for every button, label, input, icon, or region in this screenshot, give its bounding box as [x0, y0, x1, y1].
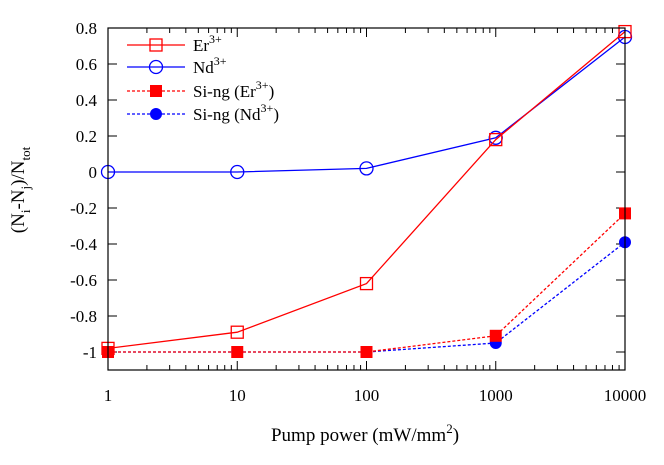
legend-label: Nd3+ — [193, 54, 227, 77]
y-axis-label-p3: )/N — [8, 160, 29, 186]
legend-label-tail: ) — [273, 105, 279, 124]
y-tick-label: -0.4 — [70, 235, 97, 254]
x-axis-label: Pump power (mW/mm2) — [271, 421, 459, 446]
series-si_er-point — [231, 346, 244, 358]
series-er-point — [230, 325, 244, 339]
legend-marker — [150, 108, 162, 120]
x-axis-label-base: Pump power (mW/mm — [271, 425, 446, 446]
x-axis-label-sup: 2 — [446, 421, 453, 436]
y-axis-label-s1: i — [18, 209, 33, 213]
legend-label-base: Er — [193, 36, 209, 55]
legend-marker — [149, 38, 163, 52]
series-si_er-line — [108, 212, 626, 353]
y-tick-label: -0.8 — [70, 307, 97, 326]
series-nd-point — [359, 161, 374, 176]
x-tick-label: 10 — [229, 386, 246, 405]
y-tick-label: 0 — [89, 163, 98, 182]
ticks-layer: 1 10 100 1000 10000 0.8 0.6 0.4 0.2 0 -0.2 -0.4 -0.6… — [70, 19, 646, 405]
y-tick-label: -0.6 — [70, 271, 97, 290]
legend-label: Si-ng (Nd3+) — [193, 101, 279, 124]
legend-item-si_er: Si-ng (Er3+) — [127, 78, 274, 101]
series-si_er-point — [360, 346, 373, 358]
series-layer — [100, 24, 633, 358]
series-er-point — [489, 132, 503, 147]
legend-label-tail: ) — [269, 82, 275, 101]
legend-marker — [148, 59, 164, 75]
y-axis-label-s3: tot — [18, 146, 33, 160]
y-tick-label: 0.4 — [76, 91, 98, 110]
legend-label: Er3+ — [193, 32, 222, 55]
legend-item-si_nd: Si-ng (Nd3+) — [127, 101, 279, 124]
legend-label-sup: 3+ — [256, 78, 269, 92]
legend-label-sup: 3+ — [214, 54, 227, 68]
x-tick-label: 1 — [104, 386, 113, 405]
series-nd-line — [108, 36, 626, 173]
legend-item-nd: Nd3+ — [127, 54, 227, 77]
y-tick-label: 0.2 — [76, 127, 97, 146]
legend: Er3+Nd3+Si-ng (Er3+)Si-ng (Nd3+) — [127, 32, 279, 124]
y-axis-label: (Ni-Nj)/Ntot — [8, 146, 33, 233]
legend-label-base: Nd — [193, 58, 214, 77]
legend-item-er: Er3+ — [127, 32, 222, 55]
legend-marker — [150, 85, 162, 97]
legend-label-base: Si-ng (Nd — [193, 105, 261, 124]
y-axis-label-s2: j — [18, 186, 33, 191]
legend-label-sup: 3+ — [261, 101, 274, 115]
y-tick-label: -1 — [83, 343, 97, 362]
x-tick-label: 10000 — [604, 386, 647, 405]
y-tick-label: 0.6 — [76, 55, 97, 74]
x-tick-label: 1000 — [479, 386, 513, 405]
series-er-line — [107, 31, 626, 350]
y-axis-label-p1: (N — [8, 213, 29, 233]
plot-frame — [107, 27, 626, 371]
x-tick-label: 100 — [354, 386, 380, 405]
legend-label-base: Si-ng (Er — [193, 82, 256, 101]
series-nd — [100, 29, 633, 180]
x-axis-label-tail: ) — [453, 425, 459, 446]
series-er — [101, 24, 632, 356]
series-si_nd-line — [108, 241, 626, 353]
y-tick-label: 0.8 — [76, 19, 97, 38]
legend-label: Si-ng (Er3+) — [193, 78, 274, 101]
y-tick-label: -0.2 — [70, 199, 97, 218]
series-er-point — [359, 276, 374, 291]
y-axis-label-p2: -N — [8, 189, 29, 209]
legend-label-sup: 3+ — [209, 32, 222, 46]
series-si_er-point — [489, 329, 502, 342]
series-nd-point — [230, 164, 245, 180]
